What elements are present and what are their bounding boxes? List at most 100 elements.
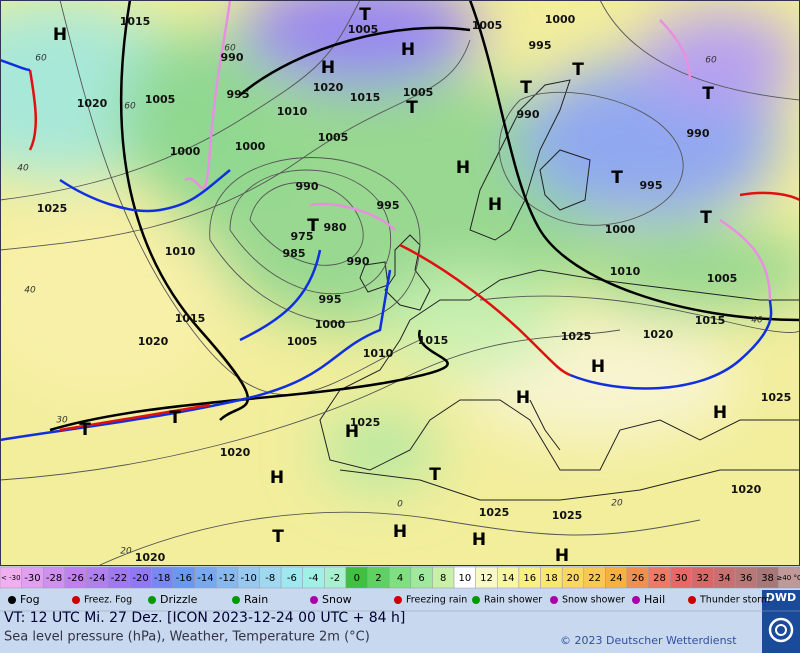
legend-icon <box>72 596 80 604</box>
pressure-system: T <box>169 408 181 428</box>
pressure-label: 1010 <box>610 265 641 278</box>
pressure-label: 990 <box>687 127 710 140</box>
pressure-label: 1025 <box>479 506 510 519</box>
pressure-label: 1000 <box>170 145 201 158</box>
pressure-system: H <box>456 158 470 178</box>
scale-label: -22 <box>111 573 127 584</box>
legend-label: Drizzle <box>160 593 198 606</box>
pressure-label: 990 <box>221 51 244 64</box>
pressure-system: T <box>520 78 532 98</box>
pressure-system: T <box>359 5 371 25</box>
legend-icon <box>8 596 16 604</box>
scale-label: -2 <box>330 573 340 584</box>
scale-label: -24 <box>89 573 105 584</box>
map-labels: 60 60 60 60 40 40 40 30 20 20 0 1015 1005 1005 1000 995… <box>17 5 791 566</box>
temperature-label: 60 <box>35 54 47 64</box>
pressure-system: H <box>591 357 605 377</box>
legend-label: Snow <box>322 593 352 606</box>
pressure-label: 985 <box>283 247 306 260</box>
scale-label: -26 <box>68 573 84 584</box>
scale-label: ≥40 °C <box>776 574 800 582</box>
temperature-label: 40 <box>17 164 29 174</box>
scale-label: -4 <box>309 573 319 584</box>
scale-label: 10 <box>458 573 471 584</box>
scale-label: 8 <box>440 573 446 584</box>
pressure-system: T <box>307 216 319 236</box>
troughs <box>49 0 800 432</box>
temperature-label: 40 <box>24 286 36 296</box>
dwd-logo-mark-inner <box>775 624 787 636</box>
pressure-label: 1020 <box>77 97 108 110</box>
pressure-label: 1005 <box>403 86 434 99</box>
temperature-label: 40 <box>751 316 763 326</box>
description: Sea level pressure (hPa), Weather, Tempe… <box>4 630 370 645</box>
pressure-label: 1005 <box>318 131 349 144</box>
pressure-label: 995 <box>227 88 250 101</box>
legend-icon <box>394 596 402 604</box>
pressure-label: 1010 <box>363 347 394 360</box>
scale-label: 36 <box>740 573 753 584</box>
pressure-system: H <box>516 388 530 408</box>
pressure-system: H <box>488 195 502 215</box>
pressure-system: T <box>702 84 714 104</box>
pressure-label: 995 <box>640 179 663 192</box>
pressure-label: 1025 <box>761 391 792 404</box>
scale-label: < -30 <box>1 574 21 582</box>
pressure-label: 1005 <box>472 19 503 32</box>
scale-label: 12 <box>480 573 493 584</box>
pressure-system: H <box>393 522 407 542</box>
pressure-label: 1020 <box>313 81 344 94</box>
pressure-label: 1010 <box>277 105 308 118</box>
pressure-system: T <box>272 527 284 547</box>
pressure-system: T <box>611 168 623 188</box>
legend-icon <box>310 596 318 604</box>
pressure-label: 1000 <box>315 318 346 331</box>
scale-label: 2 <box>375 573 381 584</box>
pressure-label: 1025 <box>561 330 592 343</box>
legend-label: Thunder storm <box>699 595 770 606</box>
scale-label: 4 <box>397 573 403 584</box>
legend-label: Rain shower <box>484 595 542 606</box>
pressure-label: 995 <box>377 199 400 212</box>
scale-label: 34 <box>718 573 731 584</box>
legend-label: Hail <box>644 593 665 606</box>
pressure-label: 1020 <box>731 483 762 496</box>
legend-label: Fog <box>20 593 40 606</box>
dwd-logo-text: DWD <box>766 591 796 604</box>
legend-label: Snow shower <box>562 595 625 606</box>
scale-label: 16 <box>523 573 536 584</box>
scale-label: -10 <box>240 573 256 584</box>
pressure-label: 995 <box>319 293 342 306</box>
legend-label: Freezing rain <box>406 595 467 606</box>
pressure-system: H <box>321 58 335 78</box>
scale-label: 22 <box>588 573 601 584</box>
pressure-label: 1005 <box>287 335 318 348</box>
legend-label: Freez. Fog <box>84 595 132 606</box>
temperature-label: 60 <box>705 56 717 66</box>
pressure-label: 1025 <box>37 202 68 215</box>
scale-label: 0 <box>354 573 360 584</box>
pressure-label: 1020 <box>220 446 251 459</box>
temperature-label: 20 <box>120 547 132 557</box>
pressure-system: H <box>53 25 67 45</box>
temperature-label: 0 <box>397 500 403 510</box>
legend-label: Rain <box>244 593 268 606</box>
pressure-label: 1015 <box>175 312 206 325</box>
pressure-system: T <box>572 60 584 80</box>
pressure-label: 1010 <box>165 245 196 258</box>
scale-label: -20 <box>132 573 148 584</box>
pressure-label: 1000 <box>545 13 576 26</box>
pressure-system: H <box>472 530 486 550</box>
scale-label: 18 <box>545 573 558 584</box>
fronts <box>0 0 800 442</box>
pressure-label: 1005 <box>348 23 379 36</box>
pressure-label: 1015 <box>695 314 726 327</box>
pressure-label: 1015 <box>350 91 381 104</box>
dwd-logo-mark <box>768 617 794 643</box>
scale-label: -6 <box>287 573 297 584</box>
map <box>0 0 800 565</box>
pressure-label: 980 <box>324 221 347 234</box>
pressure-label: 975 <box>291 230 314 243</box>
scale-label: 26 <box>631 573 644 584</box>
pressure-label: 1015 <box>418 334 449 347</box>
